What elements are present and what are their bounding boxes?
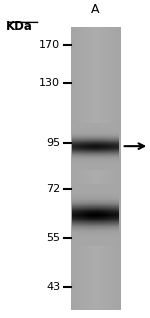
Text: A: A	[91, 3, 100, 16]
Text: 130: 130	[39, 78, 60, 88]
Text: 55: 55	[46, 233, 60, 243]
Text: KDa: KDa	[6, 20, 33, 33]
Text: 170: 170	[39, 40, 60, 50]
Text: 72: 72	[46, 184, 60, 194]
Text: 43: 43	[46, 282, 60, 293]
Text: 95: 95	[46, 138, 60, 148]
